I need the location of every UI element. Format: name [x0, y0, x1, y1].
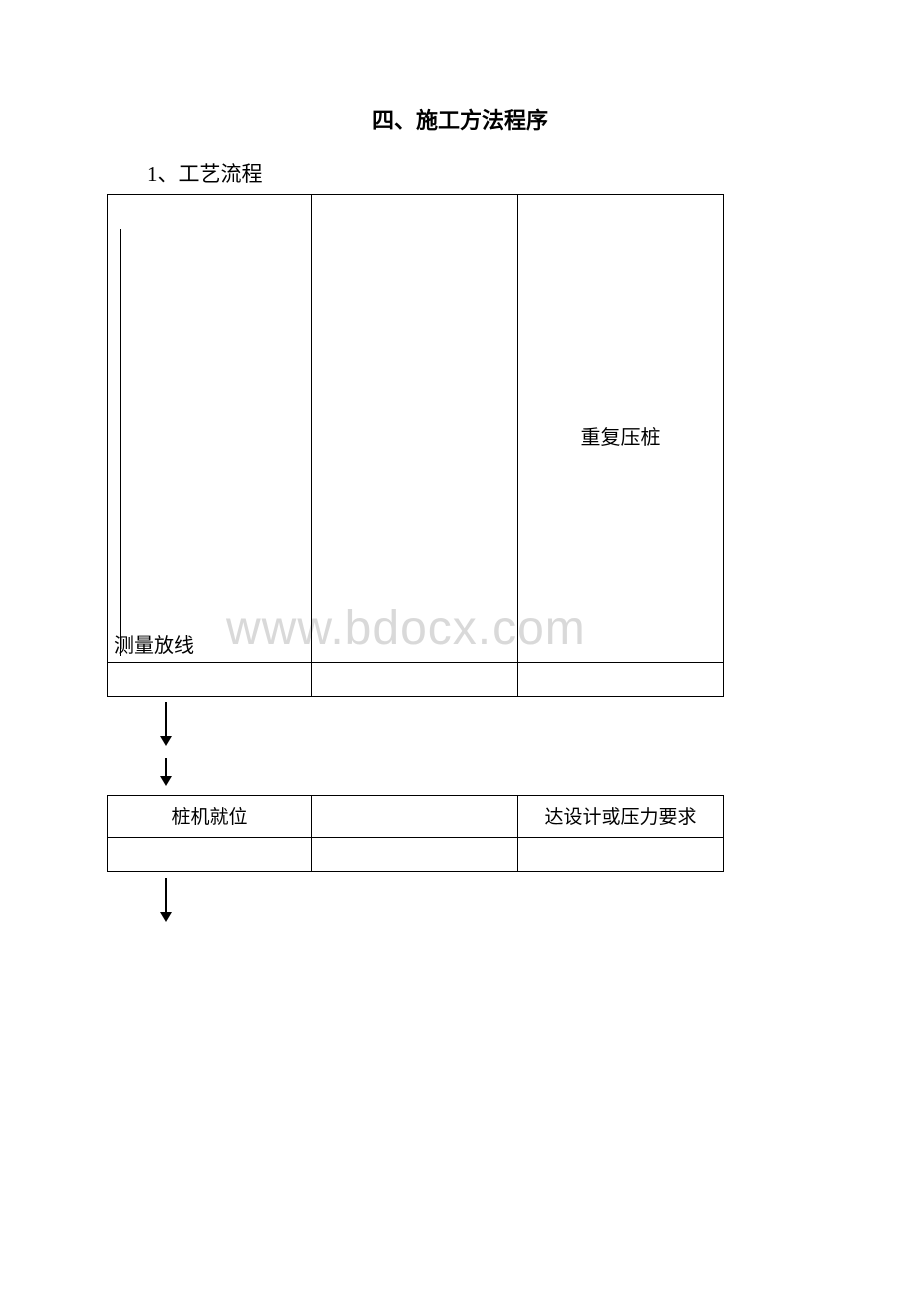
- cell-empty: [108, 663, 312, 697]
- cell-measure: 测量放线: [108, 195, 312, 663]
- cell-empty: [108, 838, 312, 872]
- cell-empty: [518, 838, 724, 872]
- page-title: 四、施工方法程序: [0, 103, 920, 135]
- flow-arrow-icon: [160, 758, 172, 786]
- vertical-line: [120, 229, 121, 656]
- cell-empty: [312, 796, 518, 838]
- flowchart-table-1: 测量放线 重复压桩: [107, 194, 724, 697]
- cell-machine-position: 桩机就位: [108, 796, 312, 838]
- cell-empty: [312, 838, 518, 872]
- flow-arrow-icon: [160, 878, 172, 922]
- cell-empty: [518, 663, 724, 697]
- cell-empty: [312, 663, 518, 697]
- table-row: 测量放线 重复压桩: [108, 195, 724, 663]
- table-row: [108, 663, 724, 697]
- table-row: [108, 838, 724, 872]
- flowchart-table-2: 桩机就位 达设计或压力要求: [107, 795, 724, 872]
- table-row: 桩机就位 达设计或压力要求: [108, 796, 724, 838]
- cell-design-requirement: 达设计或压力要求: [518, 796, 724, 838]
- cell-repeat-pile: 重复压桩: [518, 195, 724, 663]
- cell-empty: [312, 195, 518, 663]
- section-subtitle: 1、工艺流程: [147, 158, 263, 188]
- flow-arrow-icon: [160, 702, 172, 746]
